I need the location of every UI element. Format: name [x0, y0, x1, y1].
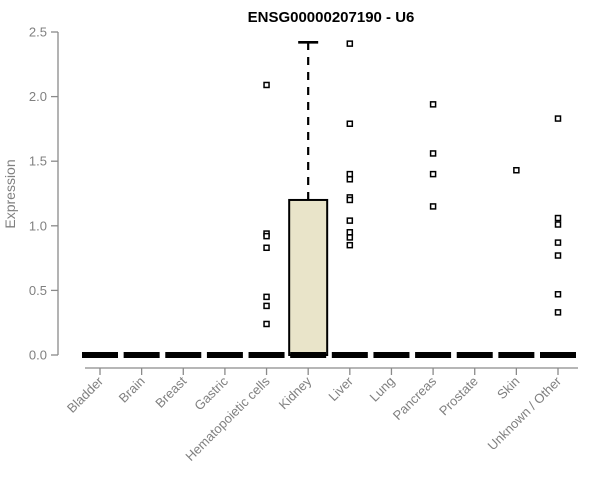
x-tick-label-prostate: Prostate: [436, 374, 481, 419]
outlier-liver: [346, 176, 354, 183]
median-unknown-other: [540, 352, 576, 358]
outlier-hematopoietic-cells: [263, 293, 270, 301]
y-tick-label-0.0: 0.0: [29, 348, 47, 363]
chart-title: ENSG00000207190 - U6: [248, 9, 415, 26]
outlier-unknown-other: [554, 252, 562, 259]
outlier-pancreas: [429, 203, 437, 210]
outlier-liver: [346, 40, 354, 47]
y-tick-label-0.5: 0.5: [29, 283, 47, 298]
outlier-liver: [346, 170, 354, 178]
x-tick-label-breast: Breast: [152, 373, 189, 410]
median-prostate: [456, 352, 493, 358]
outlier-hematopoietic-cells: [263, 232, 270, 240]
outlier-pancreas: [429, 150, 437, 157]
outlier-unknown-other: [554, 214, 562, 222]
median-skin: [498, 352, 535, 358]
median-liver: [331, 352, 368, 358]
x-tick-label-kidney: Kidney: [276, 373, 315, 412]
x-tick-label-brain: Brain: [116, 374, 148, 406]
x-tick-label-liver: Liver: [325, 373, 356, 404]
x-tick-label-pancreas: Pancreas: [390, 373, 440, 423]
outlier-unknown-other: [554, 309, 562, 316]
x-tick-label-gastric: Gastric: [191, 373, 231, 413]
outlier-pancreas: [429, 170, 437, 178]
outlier-hematopoietic-cells: [263, 302, 270, 310]
median-hematopoietic-cells: [248, 352, 285, 358]
y-tick-label-1.0: 1.0: [29, 218, 47, 233]
x-tick-label-unknown-other: Unknown / Other: [485, 373, 565, 453]
outlier-liver: [346, 217, 354, 224]
box-kidney: [288, 198, 329, 356]
median-gastric: [206, 352, 243, 358]
x-tick-label-lung: Lung: [367, 374, 398, 405]
y-tick-label-1.5: 1.5: [29, 154, 47, 169]
outlier-liver: [346, 229, 354, 236]
median-pancreas: [415, 352, 452, 358]
outlier-skin: [513, 166, 520, 174]
y-tick-label-2.5: 2.5: [29, 25, 47, 40]
plot-area: [82, 40, 576, 358]
outlier-liver: [346, 241, 354, 249]
median-brain: [123, 352, 160, 358]
x-tick-label-bladder: Bladder: [64, 373, 107, 416]
outlier-pancreas: [429, 101, 437, 108]
median-breast: [165, 352, 202, 358]
y-axis-label: Expression: [2, 159, 18, 228]
outlier-unknown-other: [554, 221, 562, 228]
outlier-unknown-other: [554, 239, 562, 246]
median-lung: [373, 352, 410, 358]
outlier-hematopoietic-cells: [263, 81, 270, 89]
x-tick-label-skin: Skin: [494, 374, 522, 402]
outlier-liver: [346, 234, 354, 241]
outlier-hematopoietic-cells: [263, 244, 270, 252]
y-tick-label-2.0: 2.0: [29, 89, 47, 104]
outlier-unknown-other: [554, 291, 562, 298]
median-kidney: [290, 352, 327, 358]
outlier-liver: [346, 120, 354, 127]
outlier-liver: [346, 196, 354, 204]
median-bladder: [82, 352, 118, 358]
outlier-unknown-other: [554, 115, 562, 122]
outlier-hematopoietic-cells: [263, 320, 270, 328]
